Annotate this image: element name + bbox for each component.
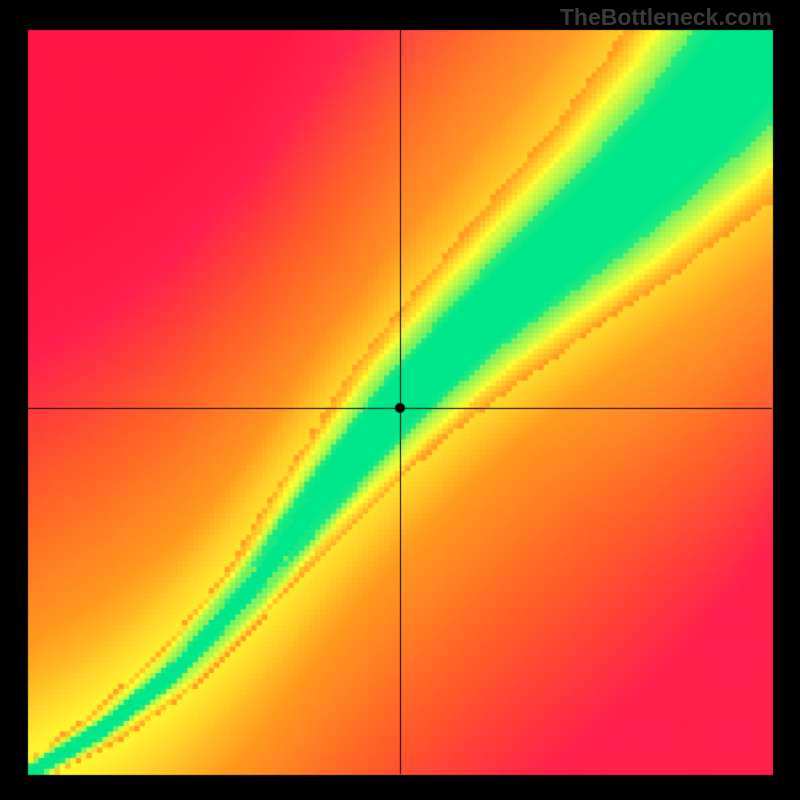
- bottleneck-heatmap: [0, 0, 800, 800]
- watermark-text: TheBottleneck.com: [560, 4, 772, 31]
- chart-container: TheBottleneck.com: [0, 0, 800, 800]
